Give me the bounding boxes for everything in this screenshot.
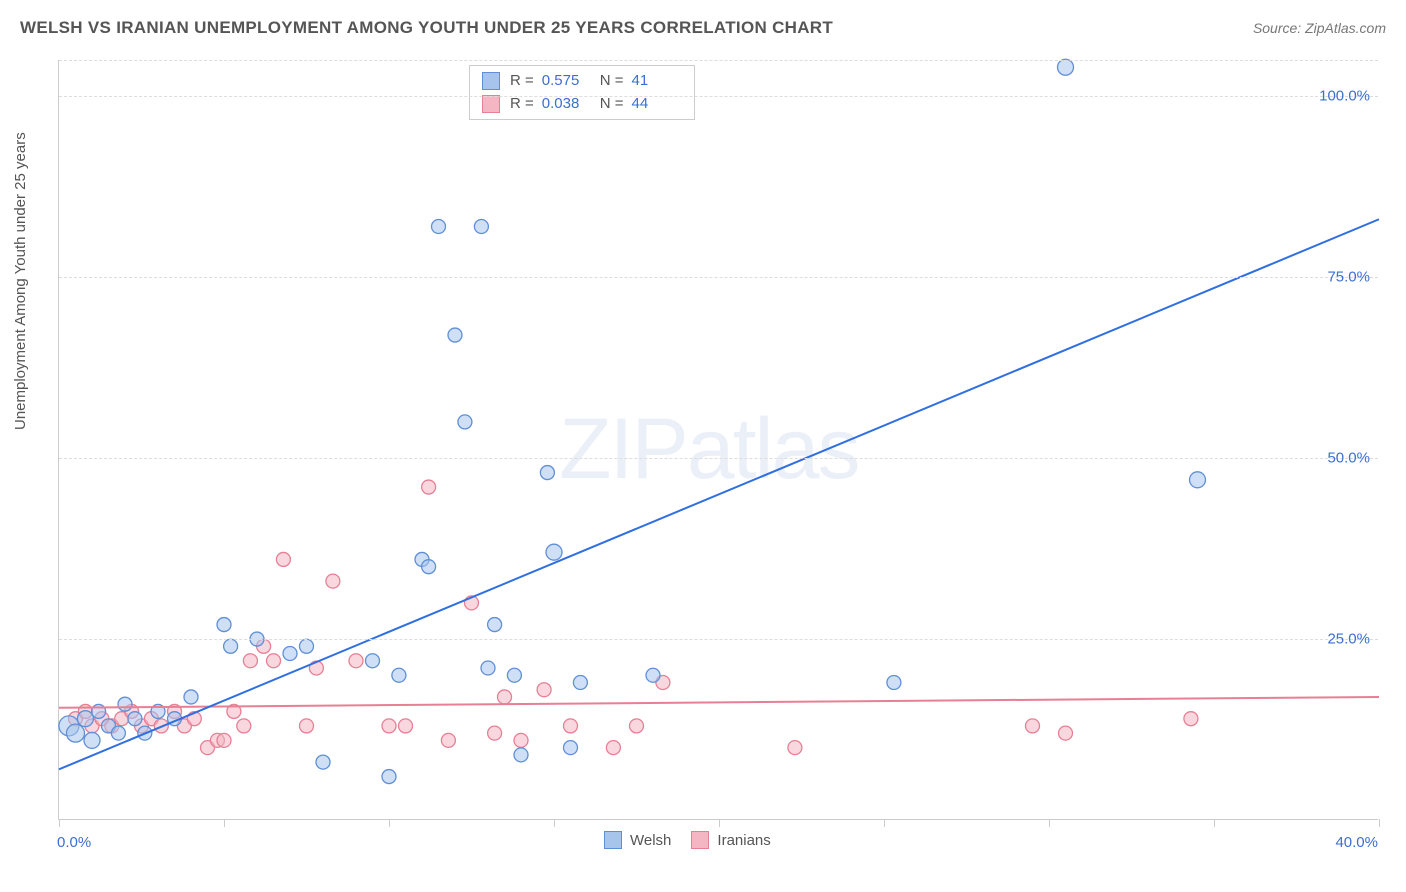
scatter-point (217, 618, 231, 632)
source-attribution: Source: ZipAtlas.com (1253, 20, 1386, 36)
scatter-point (316, 755, 330, 769)
scatter-point (540, 466, 554, 480)
y-tick-label: 75.0% (1327, 269, 1370, 286)
scatter-point (488, 618, 502, 632)
scatter-point (111, 726, 125, 740)
scatter-point (498, 690, 512, 704)
scatter-point (67, 724, 85, 742)
chart-plot-area: ZIPatlas R = 0.575 N = 41 R = 0.038 N = … (58, 60, 1378, 820)
scatter-point (128, 712, 142, 726)
scatter-point (77, 711, 93, 727)
scatter-point (630, 719, 644, 733)
legend-item-iranians: Iranians (691, 831, 770, 849)
scatter-point (564, 741, 578, 755)
y-axis-label: Unemployment Among Youth under 25 years (12, 132, 29, 430)
scatter-point (887, 675, 901, 689)
scatter-point (399, 719, 413, 733)
scatter-point (1058, 59, 1074, 75)
scatter-point (646, 668, 660, 682)
gridline (59, 96, 1378, 97)
scatter-point (118, 697, 132, 711)
scatter-point (237, 719, 251, 733)
trend-line (59, 697, 1379, 708)
y-tick-label: 50.0% (1327, 450, 1370, 467)
legend-item-welsh: Welsh (604, 831, 671, 849)
gridline (59, 458, 1378, 459)
scatter-point (184, 690, 198, 704)
scatter-point (481, 661, 495, 675)
legend-label-welsh: Welsh (630, 832, 671, 849)
scatter-point (573, 675, 587, 689)
series-legend: Welsh Iranians (604, 831, 771, 849)
swatch-iranians-icon (691, 831, 709, 849)
x-tick (884, 819, 885, 827)
gridline (59, 277, 1378, 278)
scatter-point (564, 719, 578, 733)
scatter-point (382, 770, 396, 784)
scatter-point (422, 480, 436, 494)
scatter-point (300, 719, 314, 733)
scatter-point (224, 639, 238, 653)
scatter-point (422, 560, 436, 574)
x-tick (554, 819, 555, 827)
scatter-point (366, 654, 380, 668)
scatter-point (217, 733, 231, 747)
scatter-point (276, 552, 290, 566)
scatter-point (326, 574, 340, 588)
scatter-point (349, 654, 363, 668)
x-tick (389, 819, 390, 827)
x-tick-label: 0.0% (57, 834, 91, 851)
x-tick (224, 819, 225, 827)
scatter-point (788, 741, 802, 755)
chart-title: WELSH VS IRANIAN UNEMPLOYMENT AMONG YOUT… (20, 18, 833, 38)
source-name: ZipAtlas.com (1305, 20, 1386, 36)
scatter-point (546, 544, 562, 560)
x-tick-label: 40.0% (1335, 834, 1378, 851)
scatter-point (1184, 712, 1198, 726)
x-tick (1214, 819, 1215, 827)
scatter-point (514, 748, 528, 762)
x-tick (719, 819, 720, 827)
scatter-point (514, 733, 528, 747)
scatter-point (474, 219, 488, 233)
scatter-point (267, 654, 281, 668)
scatter-point (432, 219, 446, 233)
scatter-point (488, 726, 502, 740)
x-tick (1379, 819, 1380, 827)
legend-label-iranians: Iranians (717, 832, 770, 849)
gridline (59, 60, 1378, 61)
scatter-point (507, 668, 521, 682)
scatter-point (392, 668, 406, 682)
chart-header: WELSH VS IRANIAN UNEMPLOYMENT AMONG YOUT… (20, 18, 1386, 38)
scatter-point (1059, 726, 1073, 740)
gridline (59, 639, 1378, 640)
y-tick-label: 25.0% (1327, 631, 1370, 648)
scatter-point (243, 654, 257, 668)
scatter-point (606, 741, 620, 755)
swatch-welsh-icon (604, 831, 622, 849)
trend-line (59, 219, 1379, 769)
scatter-point (382, 719, 396, 733)
scatter-point (537, 683, 551, 697)
x-tick (1049, 819, 1050, 827)
scatter-point (283, 647, 297, 661)
y-tick-label: 100.0% (1319, 88, 1370, 105)
source-label: Source: (1253, 20, 1301, 36)
scatter-point (1026, 719, 1040, 733)
scatter-point (448, 328, 462, 342)
scatter-svg (59, 60, 1378, 819)
scatter-point (458, 415, 472, 429)
scatter-point (84, 732, 100, 748)
x-tick (59, 819, 60, 827)
scatter-point (441, 733, 455, 747)
scatter-point (1190, 472, 1206, 488)
scatter-point (300, 639, 314, 653)
